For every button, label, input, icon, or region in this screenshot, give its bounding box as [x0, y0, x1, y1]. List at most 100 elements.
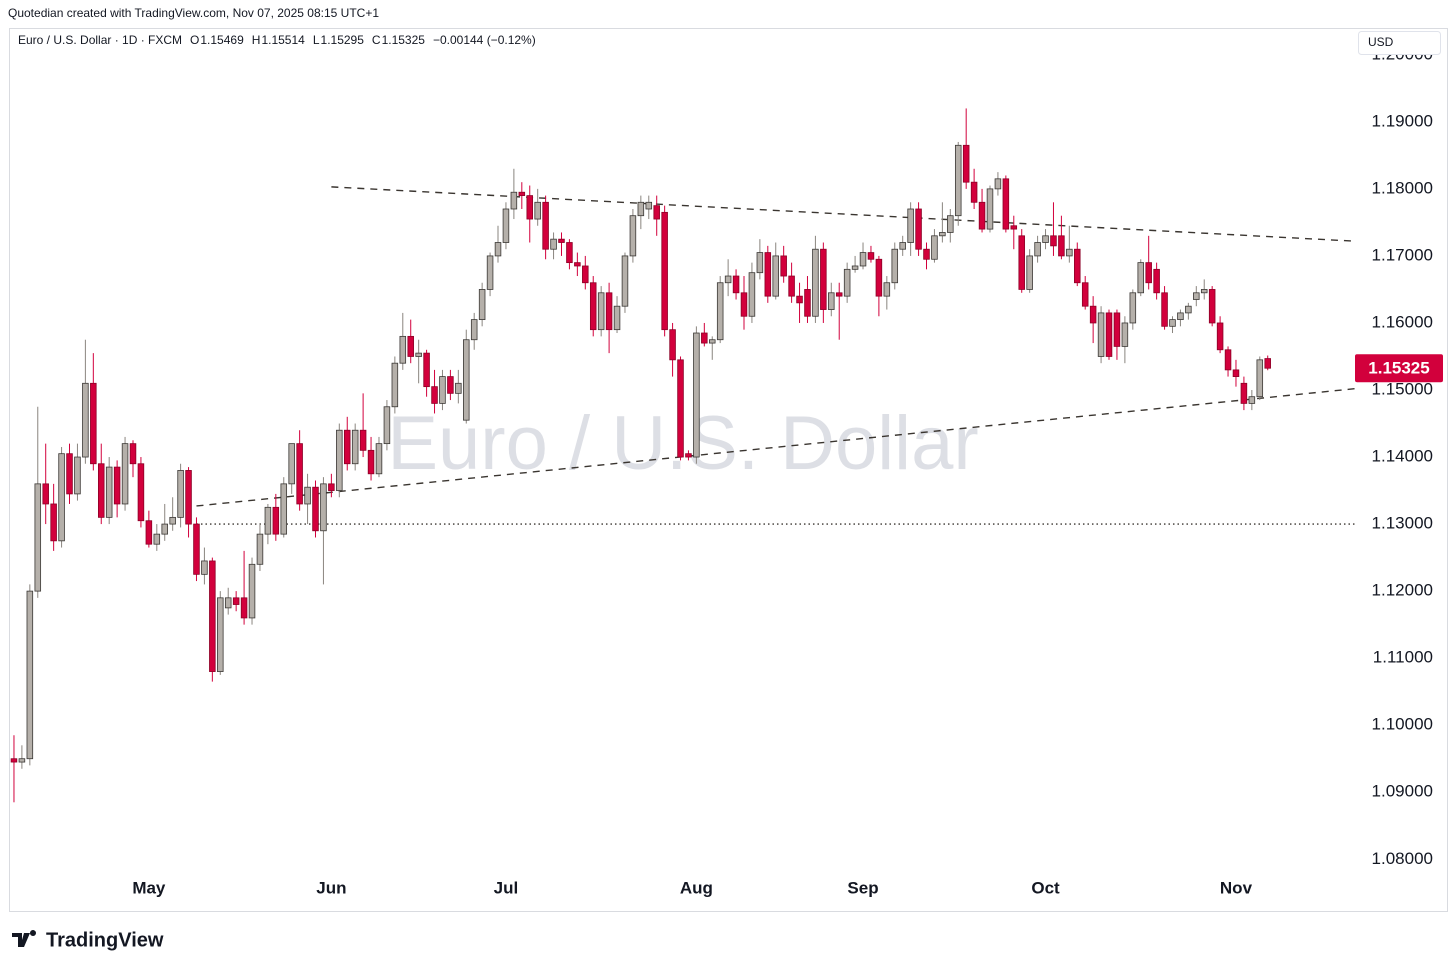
x-tick-label: Nov [1220, 878, 1253, 897]
candle-body [1113, 312, 1121, 347]
candle-body [415, 352, 422, 357]
ohlc-value: 1.15325 [382, 33, 426, 47]
credit: Quotedian created with TradingView.com, … [8, 6, 379, 20]
candle-body [629, 215, 637, 257]
candle-body [716, 282, 724, 341]
candle-body [1153, 268, 1160, 294]
candle-body [883, 282, 891, 297]
x-tick-label: Jun [316, 878, 346, 897]
candle-body [1042, 235, 1049, 243]
candle-body [137, 463, 145, 522]
last-price-box [1355, 354, 1443, 383]
candle-body [121, 443, 129, 505]
candle-body [161, 523, 168, 535]
candle-body [1200, 289, 1208, 294]
candle-body [26, 590, 34, 760]
candle-body [1050, 235, 1057, 247]
candle-body [304, 486, 311, 505]
candle-body [1097, 312, 1105, 357]
candle-body [232, 597, 240, 605]
candle-body [1169, 319, 1176, 327]
x-tick-label: Jul [494, 878, 519, 897]
candle-body [582, 265, 589, 284]
candle-body [42, 483, 49, 505]
price-axis: 1.08000 1.09000 1.10000 1.11000 1.12000 1.130… [1355, 44, 1443, 868]
candle-body [391, 362, 399, 408]
candle-body [312, 486, 319, 532]
candle-body [780, 255, 787, 277]
candle-body [264, 506, 272, 535]
candle-body [1232, 369, 1240, 377]
candle-body [58, 453, 65, 542]
candle-body [240, 597, 248, 619]
candle-body [1089, 305, 1097, 324]
candle-body [351, 429, 359, 465]
candle-body [217, 597, 224, 672]
candle-body [970, 181, 978, 203]
candle-body [637, 201, 645, 217]
y-tick-label: 1.18000 [1372, 178, 1433, 197]
candle-body [439, 376, 446, 404]
candle-body [1208, 289, 1216, 324]
candle-body [835, 292, 843, 297]
candle-body [566, 242, 573, 264]
candle-body [66, 453, 73, 495]
candle-body [1010, 225, 1018, 230]
candle-body [1066, 248, 1073, 257]
candle-body [788, 275, 795, 297]
ohlc-letter: L [313, 33, 320, 47]
candle-body [605, 292, 613, 331]
x-tick-label: Oct [1031, 878, 1060, 897]
candle-body [34, 483, 42, 592]
candle-body [1216, 322, 1224, 351]
candle-body [256, 533, 264, 565]
y-tick-label: 1.11000 [1373, 648, 1433, 667]
y-tick-label: 1.12000 [1372, 581, 1433, 600]
candle-body [510, 191, 518, 210]
candle-body [653, 205, 660, 220]
candle-body [272, 506, 280, 535]
candle-body [169, 516, 176, 525]
candle-body [185, 470, 192, 525]
candle-body [320, 483, 327, 532]
candle-body [534, 201, 541, 220]
candle-body [947, 215, 954, 233]
trendline [331, 186, 1355, 242]
y-tick-label: 1.09000 [1372, 782, 1433, 801]
candle-body [1256, 359, 1264, 398]
candle-body [97, 463, 105, 518]
candle-body [1145, 262, 1152, 284]
candle-body [550, 238, 557, 250]
candle-body [10, 758, 18, 763]
currency-button[interactable] [1358, 31, 1441, 55]
y-tick-label: 1.08000 [1372, 849, 1433, 868]
candle-body [597, 292, 605, 331]
candle-body [18, 758, 26, 763]
candle-body [343, 429, 351, 465]
y-tick-label: 1.16000 [1372, 312, 1433, 331]
candle-body [90, 382, 97, 465]
candle-body [478, 289, 486, 321]
candle-body [724, 275, 732, 284]
candle-body [177, 470, 184, 518]
candle-body [923, 248, 930, 260]
candle-body [359, 429, 367, 451]
candle-body [280, 483, 288, 535]
candle-body [1058, 235, 1065, 257]
candle-body [851, 265, 859, 270]
candle-body [494, 242, 502, 257]
candle-body [1074, 248, 1081, 284]
candle-body [1002, 178, 1010, 230]
change: −0.00144 (−0.12%) [433, 33, 536, 47]
candle-body [145, 520, 153, 545]
candle-body [105, 466, 113, 518]
currency[interactable]: USD [1368, 35, 1394, 49]
symbol: Euro / U.S. Dollar · 1D · FXCM [18, 33, 182, 47]
ohlc-letter: C [372, 33, 381, 47]
ohlc-value: 1.15469 [200, 33, 244, 47]
candle-body [772, 255, 779, 297]
candle-body [455, 382, 462, 394]
candle-body [50, 503, 57, 542]
candle-body [828, 292, 835, 310]
candle-body [812, 248, 819, 317]
